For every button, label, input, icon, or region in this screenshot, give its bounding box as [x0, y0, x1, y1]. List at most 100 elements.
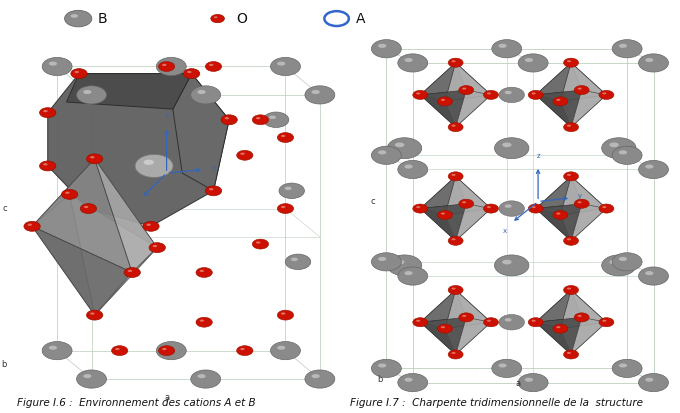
Ellipse shape: [619, 363, 627, 368]
Ellipse shape: [277, 133, 294, 142]
Ellipse shape: [237, 346, 253, 356]
Polygon shape: [571, 290, 607, 322]
Ellipse shape: [398, 160, 428, 178]
Ellipse shape: [405, 271, 413, 275]
Ellipse shape: [28, 223, 32, 226]
Ellipse shape: [388, 138, 422, 159]
Ellipse shape: [452, 287, 456, 290]
Ellipse shape: [42, 57, 72, 76]
Ellipse shape: [256, 117, 260, 119]
Ellipse shape: [187, 71, 192, 73]
Polygon shape: [571, 317, 607, 354]
Ellipse shape: [612, 40, 642, 58]
Ellipse shape: [564, 285, 579, 294]
Ellipse shape: [156, 57, 186, 76]
Ellipse shape: [196, 268, 212, 278]
Ellipse shape: [285, 187, 292, 190]
Ellipse shape: [128, 270, 132, 272]
Ellipse shape: [162, 64, 167, 66]
Ellipse shape: [277, 310, 294, 320]
Ellipse shape: [502, 260, 511, 264]
Ellipse shape: [200, 270, 204, 272]
Text: A: A: [356, 12, 365, 26]
Polygon shape: [536, 204, 581, 241]
Ellipse shape: [564, 236, 579, 245]
Ellipse shape: [184, 69, 200, 78]
Ellipse shape: [619, 44, 627, 48]
Ellipse shape: [577, 201, 581, 203]
Polygon shape: [32, 159, 95, 226]
Ellipse shape: [487, 320, 491, 322]
Ellipse shape: [602, 138, 636, 159]
Ellipse shape: [452, 60, 456, 62]
Ellipse shape: [190, 86, 220, 104]
Text: O: O: [237, 12, 248, 26]
Ellipse shape: [77, 86, 107, 104]
Ellipse shape: [405, 377, 413, 382]
Polygon shape: [420, 95, 456, 127]
Ellipse shape: [256, 241, 260, 244]
Polygon shape: [420, 317, 466, 354]
Polygon shape: [420, 290, 466, 322]
Ellipse shape: [371, 359, 401, 377]
Polygon shape: [456, 90, 491, 127]
Ellipse shape: [77, 370, 107, 388]
Ellipse shape: [525, 58, 533, 62]
Polygon shape: [420, 322, 456, 354]
Polygon shape: [560, 95, 607, 127]
Ellipse shape: [44, 163, 48, 166]
Ellipse shape: [240, 152, 245, 155]
Ellipse shape: [311, 374, 320, 378]
Ellipse shape: [197, 374, 205, 378]
Ellipse shape: [599, 90, 614, 100]
Polygon shape: [67, 74, 192, 109]
Ellipse shape: [567, 352, 571, 354]
Ellipse shape: [44, 164, 48, 166]
Polygon shape: [420, 63, 466, 95]
Ellipse shape: [405, 58, 413, 62]
Polygon shape: [445, 95, 491, 127]
Ellipse shape: [645, 377, 653, 382]
Ellipse shape: [567, 238, 571, 240]
Polygon shape: [560, 209, 607, 241]
Ellipse shape: [190, 370, 220, 388]
Ellipse shape: [371, 40, 401, 58]
Polygon shape: [571, 176, 607, 209]
Ellipse shape: [153, 245, 157, 247]
Ellipse shape: [388, 255, 422, 276]
Polygon shape: [536, 90, 581, 127]
Ellipse shape: [405, 164, 413, 169]
Ellipse shape: [71, 14, 78, 18]
Ellipse shape: [487, 206, 491, 208]
Ellipse shape: [221, 115, 237, 125]
Ellipse shape: [448, 236, 463, 245]
Ellipse shape: [291, 258, 298, 261]
Polygon shape: [560, 63, 607, 101]
Ellipse shape: [83, 90, 91, 94]
Ellipse shape: [483, 204, 498, 213]
Polygon shape: [95, 159, 157, 273]
Ellipse shape: [612, 146, 642, 164]
Ellipse shape: [281, 312, 286, 315]
Ellipse shape: [39, 161, 56, 171]
Polygon shape: [536, 290, 581, 322]
Ellipse shape: [281, 135, 286, 137]
Text: Figure I.6 :  Environnement des cations A et B: Figure I.6 : Environnement des cations A…: [17, 398, 256, 408]
Ellipse shape: [398, 54, 428, 72]
Ellipse shape: [574, 313, 589, 322]
Circle shape: [324, 11, 349, 26]
Ellipse shape: [49, 346, 57, 350]
Ellipse shape: [599, 318, 614, 327]
Ellipse shape: [378, 150, 386, 154]
Ellipse shape: [252, 115, 269, 125]
Ellipse shape: [279, 183, 305, 199]
Polygon shape: [560, 290, 607, 329]
Polygon shape: [95, 248, 157, 315]
Ellipse shape: [483, 90, 498, 100]
Ellipse shape: [441, 213, 445, 215]
Ellipse shape: [286, 254, 311, 270]
Ellipse shape: [378, 363, 386, 368]
Ellipse shape: [80, 204, 97, 214]
Ellipse shape: [437, 97, 452, 106]
Ellipse shape: [602, 255, 636, 276]
